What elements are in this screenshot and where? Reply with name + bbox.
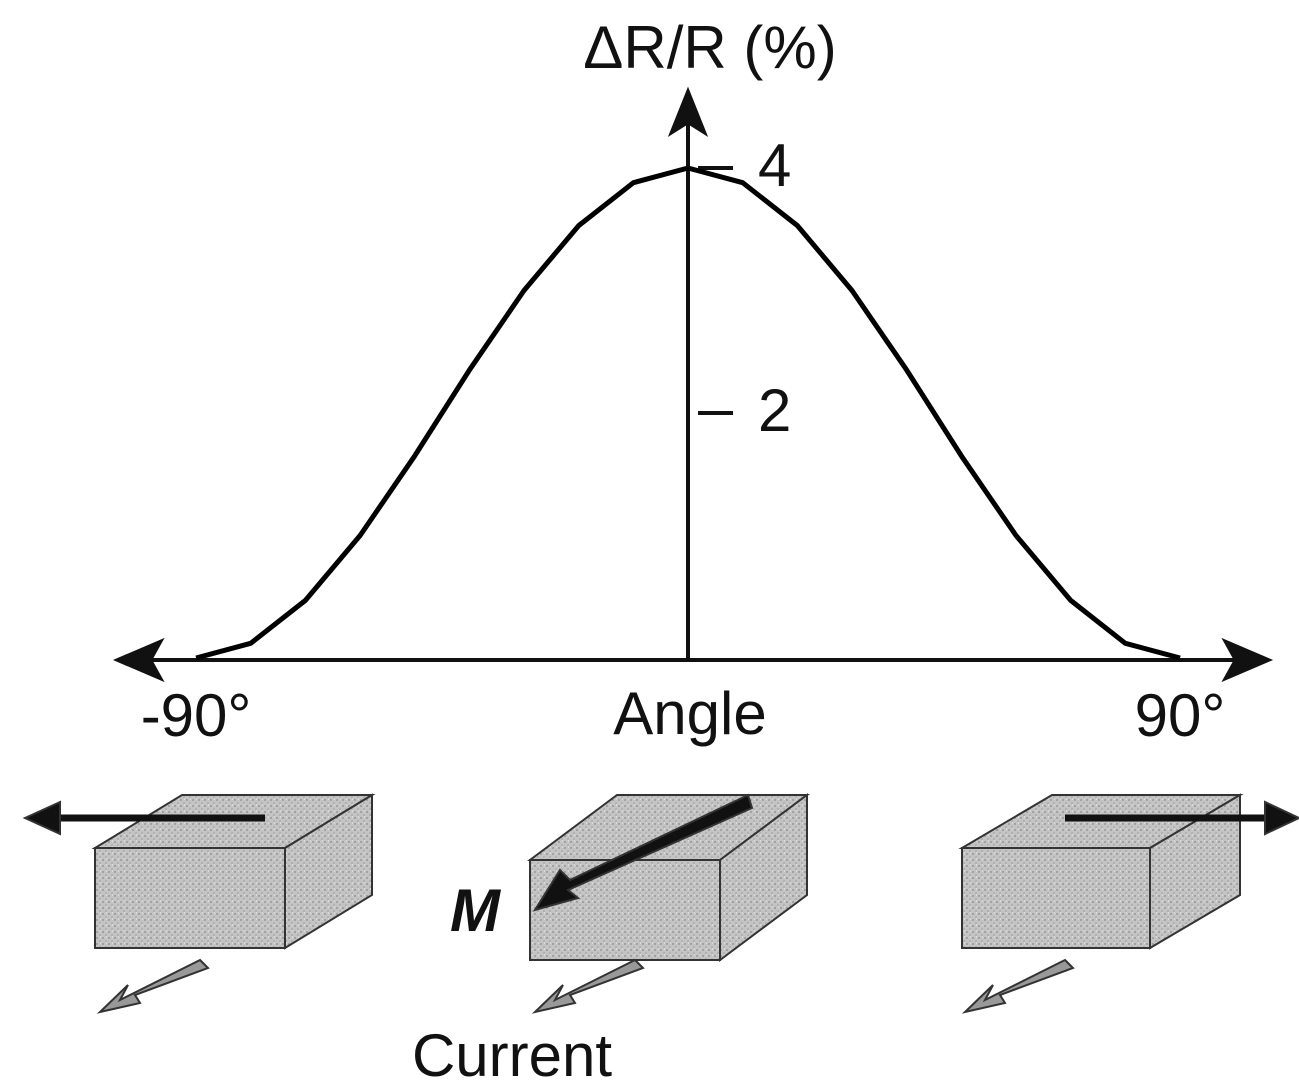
y-tick-label: 4	[758, 132, 791, 199]
block-left	[22, 793, 376, 1014]
magnetization-label: M	[450, 877, 502, 944]
x-tick-label: -90°	[141, 682, 252, 749]
y-tick-label: 2	[758, 377, 791, 444]
x-axis-label: Angle	[613, 680, 766, 747]
current-label: Current	[412, 1022, 612, 1089]
x-arrow-left	[112, 637, 165, 683]
curve	[195, 165, 1181, 661]
block-right	[958, 793, 1299, 1014]
block-center	[526, 793, 811, 1014]
y-arrow	[667, 86, 709, 137]
x-arrow-right	[1221, 637, 1274, 683]
axes	[112, 86, 1274, 683]
x-tick-label: 90°	[1135, 682, 1226, 749]
y-axis-label: ΔR/R (%)	[583, 14, 836, 81]
